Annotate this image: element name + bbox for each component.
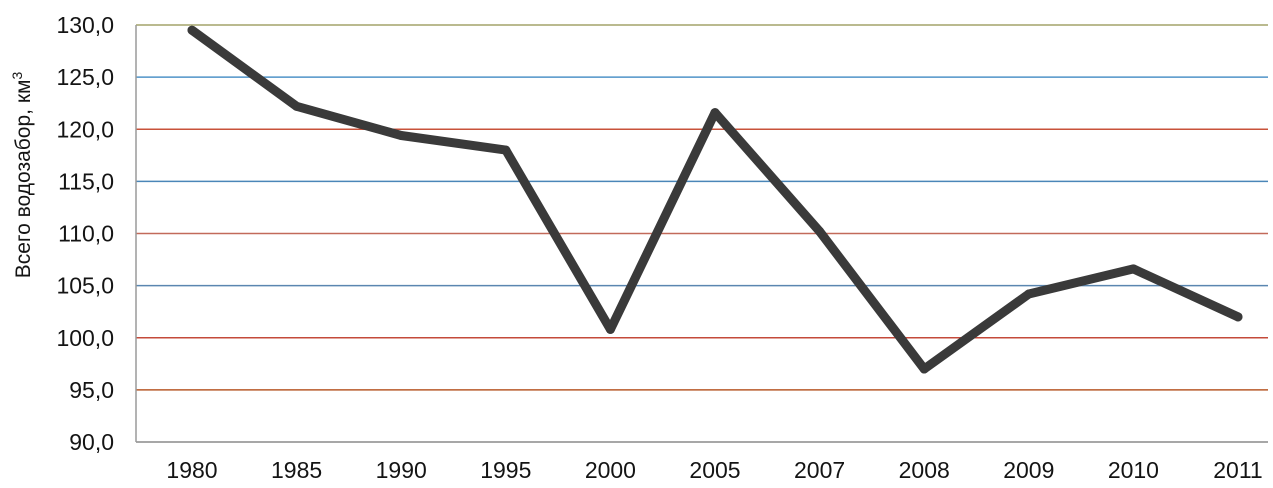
data-point [292,101,302,111]
x-tick-label: 1985 [271,457,322,483]
data-point [1233,312,1243,322]
data-point [815,226,825,236]
y-tick-label: 95,0 [69,377,114,403]
x-tick-label: 2010 [1108,457,1159,483]
data-point [605,324,615,334]
y-axis-label-text: Всего водозабор, км [12,80,35,279]
y-axis-label: Всего водозабор, км3 [9,72,35,279]
y-tick-label: 115,0 [58,168,114,194]
data-point [1128,264,1138,274]
x-tick-label: 2005 [689,457,740,483]
series-group [187,25,1243,374]
y-tick-label: 110,0 [58,221,114,247]
data-point [396,131,406,141]
x-tick-label: 2008 [899,457,950,483]
series-line [187,25,1243,374]
x-tick-label: 2000 [585,457,636,483]
x-tick-label: 2011 [1213,457,1262,483]
y-tick-label: 125,0 [56,64,114,90]
x-tick-label: 2009 [1003,457,1054,483]
x-tick-label: 1990 [376,457,427,483]
x-tick-labels: 1980 1985 1990 1995 2000 2005 2007 2008 2009 2010… [166,457,1262,483]
gridlines [136,24,1268,443]
y-axis-label-superscript: 3 [9,72,25,80]
y-tick-label: 100,0 [56,325,114,351]
data-point [501,145,511,155]
data-point [1024,289,1034,299]
data-point [919,364,929,374]
x-tick-label: 1995 [480,457,531,483]
y-tick-label: 105,0 [56,273,114,299]
data-point [187,25,197,35]
x-tick-label: 2007 [794,457,845,483]
x-tick-label: 1980 [166,457,217,483]
y-tick-label: 120,0 [56,116,114,142]
y-tick-labels: 130,0 125,0 120,0 115,0 110,0 105,0 100,0 95,0 9… [56,12,114,455]
y-tick-label: 130,0 [56,12,114,38]
data-point [710,108,720,118]
y-tick-label: 90,0 [69,429,114,455]
